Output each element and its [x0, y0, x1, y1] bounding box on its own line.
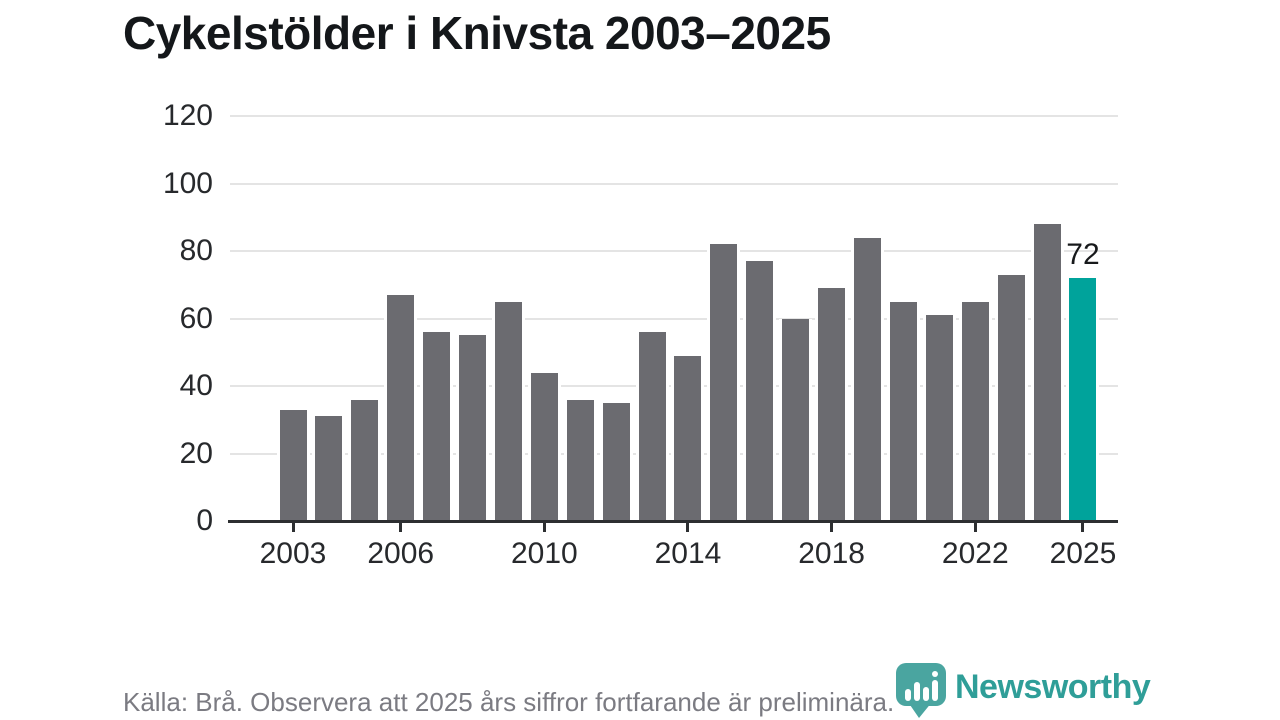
y-axis-label-120: 120 — [162, 99, 213, 132]
bar-2003 — [276, 409, 310, 521]
x-axis-label-2018: 2018 — [798, 537, 865, 570]
bar-2022 — [958, 301, 992, 521]
bar-2010 — [527, 372, 561, 521]
x-axis-tick-2006 — [399, 521, 403, 532]
highlight-value-label: 72 — [1066, 238, 1100, 271]
bar-2015 — [707, 244, 741, 521]
bar-2025 — [1066, 278, 1100, 521]
source-note: Källa: Brå. Observera att 2025 års siffr… — [123, 687, 895, 717]
x-axis-tick-2022 — [973, 521, 977, 532]
bar-2004 — [312, 416, 346, 521]
x-axis-tick-2014 — [686, 521, 690, 532]
bar-2018 — [815, 288, 849, 521]
bar-2007 — [420, 332, 454, 521]
x-axis-tick-2003 — [291, 521, 295, 532]
chart-title: Cykelstölder i Knivsta 2003–2025 — [123, 7, 831, 59]
gridline-80 — [230, 250, 1118, 252]
bar-2019 — [851, 237, 885, 521]
bar-2011 — [563, 399, 597, 521]
x-axis-line — [228, 520, 1118, 523]
bar-2024 — [1030, 224, 1064, 521]
bar-2006 — [384, 294, 418, 521]
y-axis-label-60: 60 — [179, 301, 213, 335]
bar-2012 — [599, 402, 633, 521]
newsworthy-wordmark: Newsworthy — [955, 668, 1151, 706]
y-axis-label-0: 0 — [196, 504, 213, 537]
bar-2008 — [456, 335, 490, 521]
bar-2023 — [994, 274, 1028, 521]
gridline-100 — [230, 182, 1118, 185]
gridline-120 — [230, 115, 1118, 117]
newsworthy-logo: Newsworthy — [895, 662, 1151, 719]
bar-2013 — [635, 332, 669, 521]
newsworthy-speech-bubble-chart-icon — [896, 663, 946, 718]
x-axis-tick-2010 — [542, 521, 546, 532]
x-axis-tick-2018 — [830, 521, 834, 532]
bar-2009 — [491, 301, 525, 521]
x-axis-label-2006: 2006 — [367, 537, 435, 570]
bar-2005 — [348, 399, 382, 521]
bar-2014 — [671, 355, 705, 521]
bar-2016 — [743, 261, 777, 521]
x-axis-label-2022: 2022 — [941, 537, 1009, 570]
x-axis-tick-2025 — [1081, 521, 1085, 532]
y-axis-label-100: 100 — [162, 166, 213, 200]
bar-2017 — [779, 318, 813, 521]
x-axis-label-2010: 2010 — [510, 537, 578, 570]
plot-area — [228, 115, 1118, 532]
x-axis-label-2025: 2025 — [1049, 537, 1117, 570]
gridline-60 — [230, 317, 1118, 320]
x-axis-label-2003: 2003 — [259, 537, 327, 570]
bar-2021 — [922, 315, 956, 521]
bar-2020 — [886, 301, 920, 521]
x-axis-label-2014: 2014 — [654, 537, 722, 570]
y-axis-label-40: 40 — [179, 369, 213, 402]
y-axis-label-80: 80 — [179, 234, 213, 267]
y-axis-label-20: 20 — [179, 436, 213, 470]
